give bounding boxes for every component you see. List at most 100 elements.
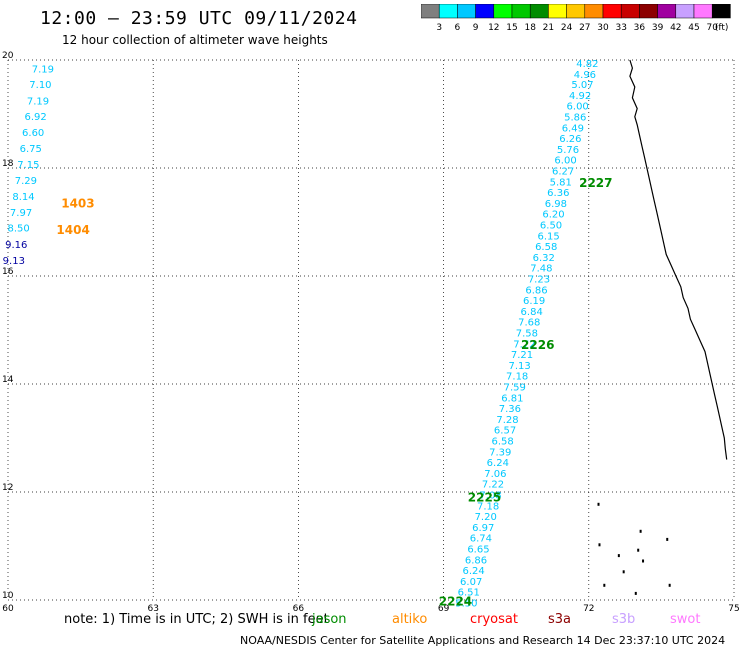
swh-value-label: 7.08 bbox=[479, 490, 501, 501]
satellite-legend-cryosat: cryosat bbox=[470, 612, 518, 627]
swh-value-label: 7.28 bbox=[496, 415, 518, 426]
swh-value-label: 6.86 bbox=[465, 555, 487, 566]
swh-value-label: 8.14 bbox=[12, 192, 34, 203]
satellite-legend-s3a: s3a bbox=[548, 612, 572, 627]
swh-value-label: 6.86 bbox=[525, 285, 547, 296]
scale-label: 24 bbox=[561, 23, 573, 33]
coastline bbox=[629, 59, 728, 460]
swh-value-label: 6.19 bbox=[523, 296, 545, 307]
swh-value-label: 7.36 bbox=[499, 404, 521, 415]
grid bbox=[7, 59, 735, 601]
swh-value-label: 5.50 bbox=[455, 598, 477, 609]
scale-label: 12 bbox=[488, 23, 499, 33]
island bbox=[622, 570, 625, 574]
swh-value-label: 6.57 bbox=[494, 426, 516, 437]
swh-value-label: 7.19 bbox=[32, 64, 54, 75]
track-2227: 4.824.965.074.926.005.866.496.265.766.00… bbox=[518, 59, 612, 329]
scale-label: 9 bbox=[473, 23, 479, 33]
satellite-legend-s3b: s3b bbox=[612, 612, 636, 627]
swh-value-label: 7.20 bbox=[475, 512, 497, 523]
swh-value-label: 6.74 bbox=[470, 534, 492, 545]
color-scale-legend: 3 6 9 12 15 18 21 24 27 30 33 36 39 42 45 70(ft) bbox=[421, 4, 731, 33]
swh-value-label: 6.84 bbox=[521, 307, 543, 318]
scale-label: 42 bbox=[670, 23, 681, 33]
swh-value-label: 6.27 bbox=[552, 166, 574, 177]
swh-value-label: 6.00 bbox=[554, 156, 576, 167]
track-2226: 7.587.727.217.137.187.596.817.367.286.57… bbox=[479, 328, 554, 501]
swh-value-label: 7.48 bbox=[530, 264, 552, 275]
scale-bin bbox=[711, 4, 731, 19]
swh-value-label: 6.49 bbox=[562, 123, 584, 134]
scale-label: 21 bbox=[543, 23, 554, 33]
swh-value-label: 7.72 bbox=[513, 339, 535, 350]
lat-tick-label: 10 bbox=[2, 591, 14, 601]
swh-value-label: 9.13 bbox=[3, 256, 25, 267]
swh-value-label: 5.07 bbox=[571, 80, 593, 91]
island bbox=[634, 591, 637, 595]
swh-value-label: 5.76 bbox=[557, 145, 579, 156]
swh-value-label: 7.22 bbox=[482, 480, 504, 491]
map-subtitle: 12 hour collection of altimeter wave hei… bbox=[62, 33, 328, 47]
track-number-label: 2227 bbox=[579, 176, 612, 190]
island bbox=[668, 583, 671, 587]
lon-tick-label: 69 bbox=[438, 604, 450, 612]
island bbox=[603, 583, 606, 587]
swh-value-label: 6.65 bbox=[467, 544, 489, 555]
satellite-legend-altiko: altiko bbox=[392, 612, 428, 627]
swh-value-label: 4.82 bbox=[576, 59, 598, 70]
swh-value-label: 6.97 bbox=[472, 523, 494, 534]
island bbox=[666, 537, 669, 541]
swh-value-label: 7.29 bbox=[15, 176, 37, 187]
swh-value-label: 6.51 bbox=[458, 588, 480, 599]
island bbox=[642, 559, 645, 563]
swh-value-label: 6.26 bbox=[559, 134, 581, 145]
swh-value-label: 6.00 bbox=[567, 102, 589, 113]
satellite-legend-swot: swot bbox=[670, 612, 701, 627]
island bbox=[597, 502, 600, 506]
track-number-label: 1403 bbox=[61, 196, 94, 210]
swh-value-label: 6.98 bbox=[545, 199, 567, 210]
swh-value-label: 7.18 bbox=[477, 501, 499, 512]
island bbox=[639, 529, 642, 533]
swh-value-label: 6.58 bbox=[492, 436, 514, 447]
track-2224: 2224 bbox=[439, 594, 472, 608]
swh-value-label: 6.07 bbox=[460, 577, 482, 588]
swh-value-label: 6.81 bbox=[501, 393, 523, 404]
lon-tick-label: 63 bbox=[147, 604, 158, 612]
lon-tick-label: 72 bbox=[583, 604, 594, 612]
lon-tick-label: 75 bbox=[728, 604, 739, 612]
swh-value-label: 7.59 bbox=[504, 382, 526, 393]
swh-value-label: 6.20 bbox=[542, 210, 564, 221]
scale-label: 39 bbox=[652, 23, 664, 33]
scale-label: 15 bbox=[506, 23, 517, 33]
track-number-label: 1404 bbox=[56, 223, 89, 237]
track-1404: 9.13 1404 bbox=[3, 223, 90, 267]
scale-unit: (ft) bbox=[715, 23, 729, 33]
swh-value-label: 7.19 bbox=[27, 96, 49, 107]
swh-value-label: 6.58 bbox=[535, 242, 557, 253]
island bbox=[637, 548, 640, 552]
track-2225: 7.187.206.976.746.656.866.246.076.515.50… bbox=[455, 491, 501, 610]
swh-value-label: 5.81 bbox=[550, 177, 572, 188]
lat-tick-label: 18 bbox=[2, 159, 14, 169]
swh-value-label: 6.92 bbox=[24, 112, 46, 123]
scale-label: 36 bbox=[634, 23, 646, 33]
island bbox=[598, 543, 601, 547]
scale-label: 18 bbox=[524, 23, 536, 33]
lon-tick-label: 60 bbox=[2, 604, 14, 612]
lon-tick-label: 66 bbox=[293, 604, 305, 612]
swh-value-label: 5.86 bbox=[564, 112, 586, 123]
swh-value-label: 7.39 bbox=[489, 447, 511, 458]
footnote: note: 1) Time is in UTC; 2) SWH is in fe… bbox=[64, 612, 329, 627]
swh-value-label: 6.32 bbox=[533, 253, 555, 264]
swh-value-label: 7.58 bbox=[516, 328, 538, 339]
swh-value-label: 7.06 bbox=[484, 469, 506, 480]
swh-value-label: 6.36 bbox=[547, 188, 569, 199]
swh-value-label: 4.92 bbox=[569, 91, 591, 102]
scale-label: 70 bbox=[706, 23, 718, 33]
swh-value-label: 6.60 bbox=[22, 128, 44, 139]
swh-value-label: 6.24 bbox=[487, 458, 509, 469]
track-1403: 7.19 7.10 7.19 6.92 6.60 6.75 7.15 7.29 8.14 7.97… bbox=[5, 64, 95, 251]
swh-value-label: 6.75 bbox=[20, 144, 42, 155]
scale-label: 6 bbox=[455, 23, 461, 33]
